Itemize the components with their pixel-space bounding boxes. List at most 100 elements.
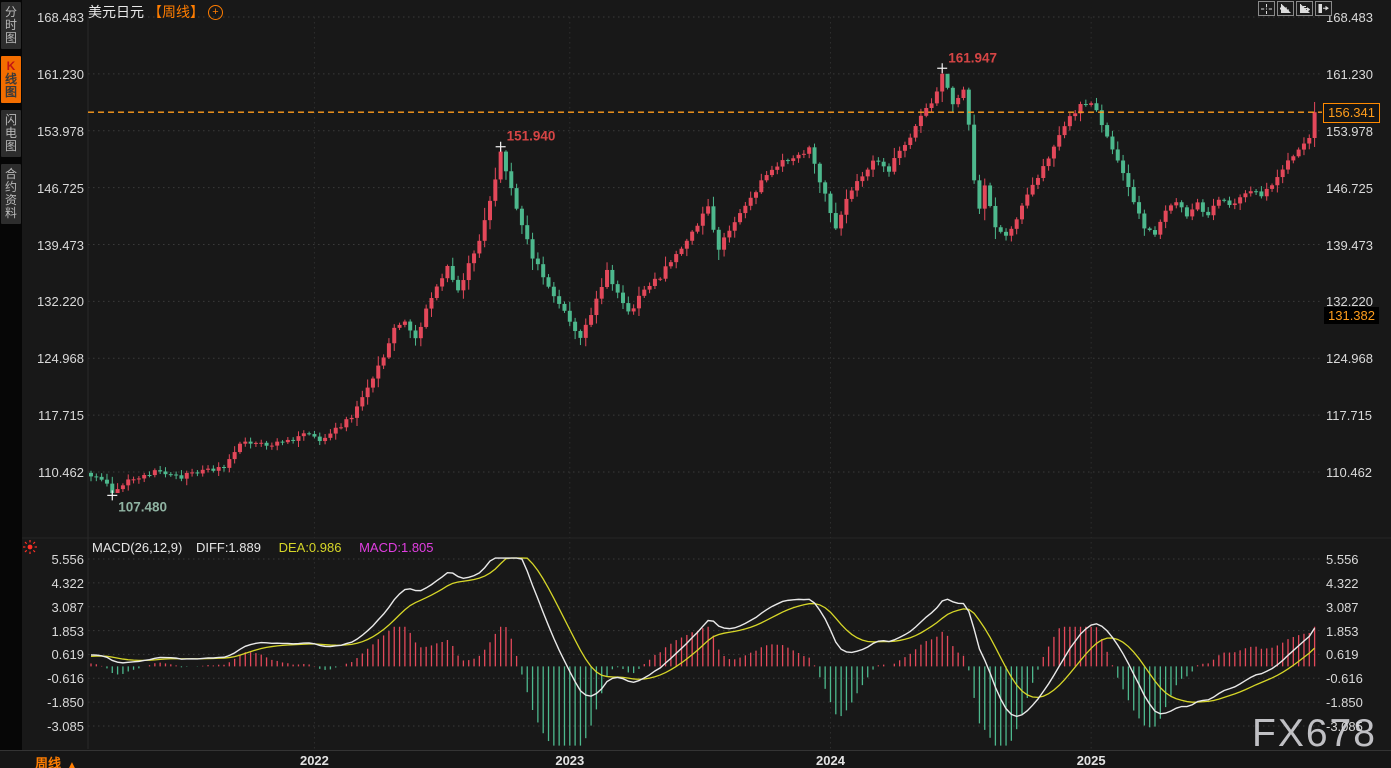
- candle-body: [269, 445, 274, 447]
- bottom-bar: 周线 ▲ 2022 2023 2024 2025: [0, 750, 1391, 768]
- candle-body: [817, 163, 822, 183]
- candle-body: [881, 161, 886, 167]
- candle-body: [498, 151, 503, 180]
- candle-body: [945, 73, 950, 88]
- candle-body: [1009, 228, 1014, 236]
- candle-body: [1142, 213, 1147, 229]
- candle-body: [711, 206, 716, 230]
- macd-tick-right: -1.850: [1326, 695, 1363, 711]
- candle-body: [754, 192, 758, 198]
- candle-body: [562, 303, 567, 311]
- candle-body: [1062, 126, 1067, 136]
- candle-body: [493, 179, 498, 201]
- candle-body: [658, 278, 663, 280]
- candle-body: [972, 124, 977, 181]
- candle-body: [615, 284, 620, 293]
- candle-body: [1067, 116, 1072, 127]
- candle-body: [801, 153, 806, 155]
- macd-diff-value: DIFF:1.889: [195, 540, 261, 555]
- watermark: FX678: [1252, 712, 1377, 755]
- sidebar-item-char: 图: [4, 85, 17, 99]
- candle-body: [823, 182, 828, 194]
- candle-body: [961, 89, 966, 99]
- scale-y-axis-button[interactable]: [1277, 1, 1294, 16]
- macd-tick-left: 5.556: [51, 552, 84, 567]
- scale-x-axis-button[interactable]: [1296, 1, 1313, 16]
- candle-body: [195, 472, 200, 474]
- candle-body: [477, 240, 482, 254]
- macd-tick-right: 0.619: [1326, 647, 1359, 663]
- candle-body: [785, 160, 790, 162]
- candle-body: [408, 321, 413, 331]
- candle-body: [158, 470, 163, 472]
- candle-body: [1184, 207, 1189, 217]
- price-tick-right: 117.715: [1326, 408, 1373, 424]
- candle-body: [679, 248, 684, 255]
- candle-body: [376, 365, 381, 379]
- scale-x-axis-icon: [1300, 3, 1310, 13]
- candle-body: [190, 472, 195, 474]
- candle-body: [1163, 210, 1168, 222]
- macd-tick-left: -1.850: [47, 695, 84, 711]
- period-selector[interactable]: 周线 ▲: [35, 753, 77, 768]
- candle-body: [344, 419, 349, 428]
- sidebar-item-2[interactable]: 闪电图: [1, 110, 21, 157]
- macd-tick-left: 0.619: [51, 647, 84, 663]
- candle-body: [775, 166, 780, 170]
- add-overlay-icon[interactable]: +: [208, 4, 223, 20]
- candle-body: [296, 436, 301, 441]
- candle-body: [535, 258, 540, 265]
- price-tick-right: 139.473: [1326, 237, 1373, 253]
- candle-body: [668, 262, 673, 267]
- macd-tick-right: 4.322: [1326, 575, 1359, 591]
- sidebar-item-3[interactable]: 合约资料: [1, 164, 21, 224]
- candle-body: [147, 474, 152, 476]
- candle-body: [849, 190, 854, 199]
- candle-body: [982, 185, 987, 209]
- candle-body: [1286, 160, 1290, 170]
- macd-tick-left: 4.322: [51, 575, 84, 591]
- candle-body: [621, 292, 625, 304]
- candle-body: [328, 433, 333, 438]
- candle-body: [764, 175, 769, 181]
- candle-body: [482, 220, 487, 241]
- sidebar-item-0[interactable]: 分时图: [1, 2, 21, 49]
- pan-crosshair-button[interactable]: [1258, 1, 1275, 16]
- candle-body: [1232, 203, 1237, 206]
- x-axis-year-label: 2024: [816, 753, 845, 768]
- candle-body: [440, 278, 445, 287]
- price-tick-left: 132.220: [37, 294, 84, 310]
- candle-body: [291, 439, 296, 441]
- candle-body: [993, 205, 998, 228]
- candle-body: [871, 160, 876, 170]
- sidebar-item-char: K: [6, 59, 16, 73]
- candle-body: [1259, 191, 1264, 197]
- exit-chart-button[interactable]: [1315, 1, 1332, 16]
- candle-body: [1275, 177, 1280, 186]
- candle-body: [509, 171, 514, 189]
- candle-body: [136, 478, 141, 480]
- candle-body: [1190, 209, 1195, 217]
- candle-body: [738, 213, 743, 223]
- price-tick-left: 117.715: [37, 408, 84, 424]
- sidebar-item-char: 图: [4, 139, 17, 153]
- candle-body: [828, 193, 833, 214]
- candle-body: [583, 324, 588, 338]
- candle-body: [578, 331, 583, 338]
- candle-body: [684, 240, 689, 249]
- candle-body: [99, 476, 104, 480]
- candle-body: [594, 298, 599, 316]
- candle-body: [977, 180, 982, 209]
- candle-body: [259, 442, 264, 444]
- candle-body: [855, 181, 860, 191]
- candle-body: [1115, 149, 1120, 161]
- candle-body: [690, 231, 695, 241]
- candle-body: [722, 237, 727, 250]
- candle-body: [1014, 219, 1019, 229]
- candle-body: [461, 280, 466, 291]
- candle-body: [472, 253, 477, 264]
- candle-body: [642, 289, 647, 296]
